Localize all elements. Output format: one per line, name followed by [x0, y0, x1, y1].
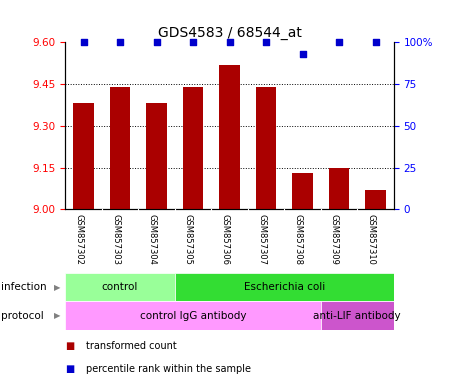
Text: control: control — [102, 282, 138, 292]
Text: protocol: protocol — [1, 311, 44, 321]
Text: anti-LIF antibody: anti-LIF antibody — [314, 311, 401, 321]
Point — [262, 39, 270, 45]
Point — [335, 39, 342, 45]
Bar — [292, 173, 313, 209]
Bar — [321, 301, 394, 330]
Text: GSM857302: GSM857302 — [75, 214, 84, 265]
Bar — [175, 273, 394, 301]
Text: ■: ■ — [65, 341, 75, 351]
Bar — [73, 103, 94, 209]
Point — [80, 39, 87, 45]
Point — [189, 39, 197, 45]
Bar — [65, 273, 175, 301]
Text: GSM857305: GSM857305 — [184, 214, 193, 265]
Bar — [329, 167, 349, 209]
Text: ■: ■ — [65, 364, 75, 374]
Text: ▶: ▶ — [54, 311, 61, 320]
Text: infection: infection — [1, 282, 46, 292]
Point — [299, 51, 306, 57]
Point — [153, 39, 160, 45]
Bar — [146, 103, 166, 209]
Point — [226, 39, 233, 45]
Text: Escherichia coli: Escherichia coli — [243, 282, 325, 292]
Text: GSM857308: GSM857308 — [293, 214, 302, 265]
Text: GSM857303: GSM857303 — [111, 214, 120, 265]
Bar — [65, 301, 321, 330]
Bar — [220, 65, 239, 209]
Bar — [365, 190, 386, 209]
Bar — [110, 87, 130, 209]
Text: GSM857306: GSM857306 — [220, 214, 230, 265]
Text: percentile rank within the sample: percentile rank within the sample — [86, 364, 251, 374]
Text: GSM857310: GSM857310 — [366, 214, 375, 265]
Text: GSM857304: GSM857304 — [148, 214, 157, 265]
Bar — [256, 87, 276, 209]
Point — [372, 39, 379, 45]
Text: transformed count: transformed count — [86, 341, 176, 351]
Title: GDS4583 / 68544_at: GDS4583 / 68544_at — [158, 26, 302, 40]
Text: GSM857307: GSM857307 — [257, 214, 266, 265]
Bar — [183, 87, 203, 209]
Text: control IgG antibody: control IgG antibody — [140, 311, 246, 321]
Text: ▶: ▶ — [54, 283, 61, 291]
Point — [117, 39, 124, 45]
Text: GSM857309: GSM857309 — [330, 214, 339, 265]
